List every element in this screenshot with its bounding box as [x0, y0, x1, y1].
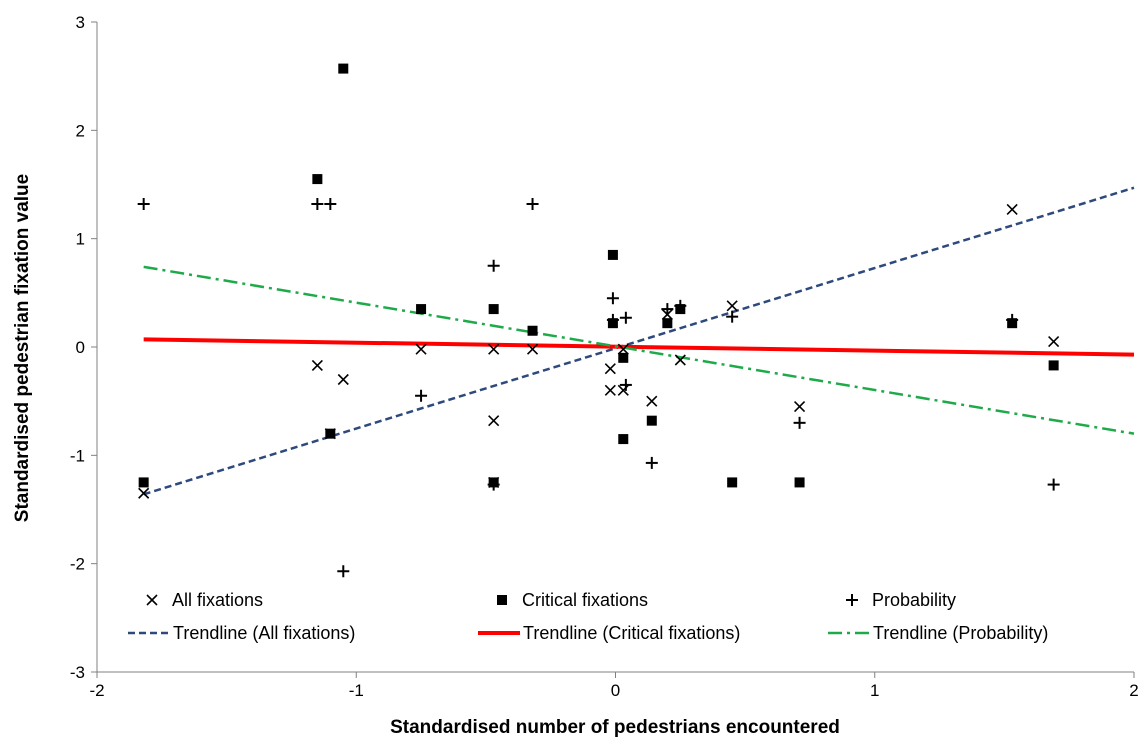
probability-point: [607, 292, 619, 304]
x-tick-label: 0: [611, 681, 620, 700]
legend-marker: [846, 594, 858, 606]
all-fixations-point: [727, 301, 737, 311]
all-fixations-point: [1007, 204, 1017, 214]
legend-label: Probability: [872, 590, 956, 610]
probability-point: [488, 260, 500, 272]
y-axis-title: Standardised pedestrian fixation value: [12, 174, 33, 522]
critical-fixations-point: [795, 477, 805, 487]
probability-point: [1048, 479, 1060, 491]
critical-fixations-point: [608, 250, 618, 260]
critical-fixations-point: [139, 477, 149, 487]
critical-fixations-point: [416, 304, 426, 314]
probability-point: [138, 198, 150, 210]
probability-point: [324, 198, 336, 210]
all-fixations-point: [416, 344, 426, 354]
all-fixations-point: [1049, 337, 1059, 347]
all-fixations-point: [312, 360, 322, 370]
critical-fixations-point: [618, 353, 628, 363]
critical-fixations-point: [489, 304, 499, 314]
legend-marker: [147, 595, 157, 605]
probability-point: [337, 565, 349, 577]
critical-fixations-point: [727, 477, 737, 487]
critical-fixations-point: [528, 326, 538, 336]
all-fixations-point: [795, 402, 805, 412]
all-fixations-point: [338, 375, 348, 385]
legend-label: Trendline (Probability): [873, 623, 1048, 643]
critical-fixations-point: [338, 64, 348, 74]
legend-label: All fixations: [172, 590, 263, 610]
x-axis-title: Standardised number of pedestrians encou…: [390, 717, 840, 738]
trendlines: [144, 188, 1134, 495]
legend-label: Critical fixations: [522, 590, 648, 610]
y-tick-label: 2: [76, 121, 85, 140]
critical-fixations-point: [325, 429, 335, 439]
y-tick-label: -3: [70, 663, 85, 682]
x-tick-label: -1: [349, 681, 364, 700]
trendline: [144, 267, 1134, 434]
all-fixations-point: [605, 364, 615, 374]
legend: All fixations Critical fixations Probabili…: [128, 590, 1048, 643]
x-tick-label: 1: [870, 681, 879, 700]
y-tick-label: 0: [76, 338, 85, 357]
all-fixations-point: [647, 396, 657, 406]
y-tick-label: -1: [70, 446, 85, 465]
all-fixations-point: [489, 416, 499, 426]
probability-point: [415, 390, 427, 402]
x-tick-label: -2: [89, 681, 104, 700]
data-points: [138, 64, 1060, 578]
probability-point: [527, 198, 539, 210]
probability-point: [620, 312, 632, 324]
y-tick-label: -2: [70, 555, 85, 574]
x-tick-label: 2: [1129, 681, 1138, 700]
legend-marker: [497, 595, 507, 605]
y-tick-label: 3: [76, 13, 85, 32]
probability-point: [794, 417, 806, 429]
legend-label: Trendline (All fixations): [173, 623, 355, 643]
probability-point: [311, 198, 323, 210]
critical-fixations-point: [662, 318, 672, 328]
critical-fixations-point: [1049, 360, 1059, 370]
all-fixations-point: [605, 385, 615, 395]
probability-point: [646, 457, 658, 469]
critical-fixations-point: [618, 434, 628, 444]
probability-point: [661, 303, 673, 315]
critical-fixations-point: [647, 416, 657, 426]
critical-fixations-point: [312, 174, 322, 184]
legend-label: Trendline (Critical fixations): [523, 623, 740, 643]
y-tick-label: 1: [76, 230, 85, 249]
